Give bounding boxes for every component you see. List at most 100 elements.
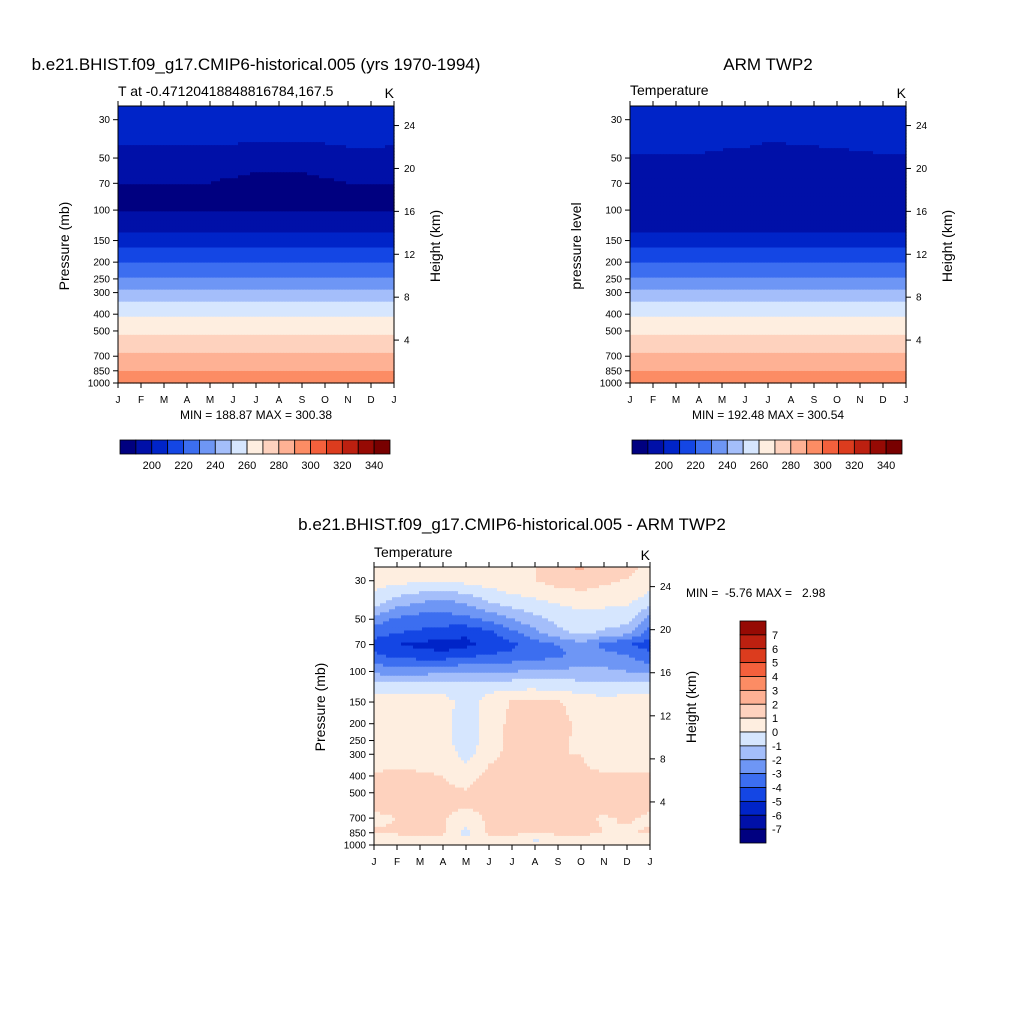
field-cell [235, 196, 239, 200]
field-cell [373, 163, 377, 167]
field-cell [202, 127, 206, 131]
field-cell [298, 130, 302, 134]
field-cell [271, 163, 275, 167]
field-cell [268, 160, 272, 164]
field-cell [211, 151, 215, 155]
field-cell [322, 148, 326, 152]
field-cell [304, 139, 308, 143]
field-cell [343, 121, 347, 125]
field-cell [202, 178, 206, 182]
field-cell [178, 115, 182, 119]
field-cell [328, 109, 332, 113]
field-cell [142, 148, 146, 152]
field-cell [169, 202, 173, 206]
field-cell [370, 133, 374, 137]
field-cell [148, 151, 152, 155]
field-cell [352, 121, 356, 125]
field-cell [250, 187, 254, 191]
field-cell [196, 169, 200, 173]
field-cell [202, 166, 206, 170]
field-cell [286, 106, 290, 110]
field-cell [289, 160, 293, 164]
field-cell [274, 190, 278, 194]
field-cell [199, 196, 203, 200]
field-cell [304, 124, 308, 128]
field-cell [133, 217, 137, 222]
field-cell [385, 178, 389, 182]
field-cell [256, 112, 260, 116]
field-cell [253, 187, 257, 191]
field-cell [250, 175, 254, 179]
field-cell [232, 211, 236, 215]
field-cell [133, 115, 137, 119]
field-cell [229, 181, 233, 185]
field-cell [289, 112, 293, 116]
field-cell [190, 124, 194, 128]
field-cell [364, 205, 368, 209]
field-cell [316, 184, 320, 188]
field-cell [259, 166, 263, 170]
field-cell [349, 184, 353, 188]
field-cell [241, 154, 245, 158]
field-cell [238, 136, 242, 140]
field-cell [211, 130, 215, 134]
field-cell [295, 196, 299, 200]
field-cell [202, 151, 206, 155]
field-cell [295, 151, 299, 155]
field-cell [118, 106, 122, 110]
field-cell [364, 109, 368, 113]
field-cell [229, 214, 233, 218]
field-cell [253, 136, 257, 140]
field-cell [118, 172, 122, 176]
field-cell [163, 184, 167, 188]
field-cell [136, 199, 140, 203]
field-cell [301, 184, 305, 188]
field-cell [214, 133, 218, 137]
field-cell [289, 181, 293, 185]
field-cell [172, 187, 176, 191]
field-cell [127, 127, 131, 131]
field-cell [343, 142, 347, 146]
field-cell [205, 112, 209, 116]
field-cell [298, 139, 302, 143]
field-cell [307, 193, 311, 197]
field-cell [142, 157, 146, 161]
field-cell [175, 127, 179, 131]
field-cell [274, 211, 278, 215]
field-cell [331, 115, 335, 119]
field-cell [358, 163, 362, 167]
field-cell [271, 214, 275, 218]
field-cell [208, 181, 212, 185]
field-cell [337, 106, 341, 110]
field-cell [364, 190, 368, 194]
field-cell [121, 124, 125, 128]
field-cell [133, 172, 137, 176]
field-cell [331, 151, 335, 155]
field-cell [277, 190, 281, 194]
field-cell [166, 190, 170, 194]
field-cell [364, 187, 368, 191]
field-cell [274, 139, 278, 143]
field-cell [271, 202, 275, 206]
field-cell [121, 148, 125, 152]
field-cell [157, 127, 161, 131]
field-cell [340, 142, 344, 146]
field-cell [133, 163, 137, 167]
field-cell [187, 178, 191, 182]
field-cell [310, 187, 314, 191]
field-cell [172, 178, 176, 182]
field-cell [304, 181, 308, 185]
field-cell [130, 133, 134, 137]
field-cell [241, 112, 245, 116]
field-cell [268, 178, 272, 182]
field-cell [391, 175, 395, 179]
field-cell [199, 175, 203, 179]
field-cell [202, 112, 206, 116]
field-cell [232, 208, 236, 212]
field-cell [154, 145, 158, 149]
field-cell [223, 124, 227, 128]
field-cell [370, 184, 374, 188]
field-cell [283, 190, 287, 194]
field-cell [379, 181, 383, 185]
field-cell [349, 130, 353, 134]
